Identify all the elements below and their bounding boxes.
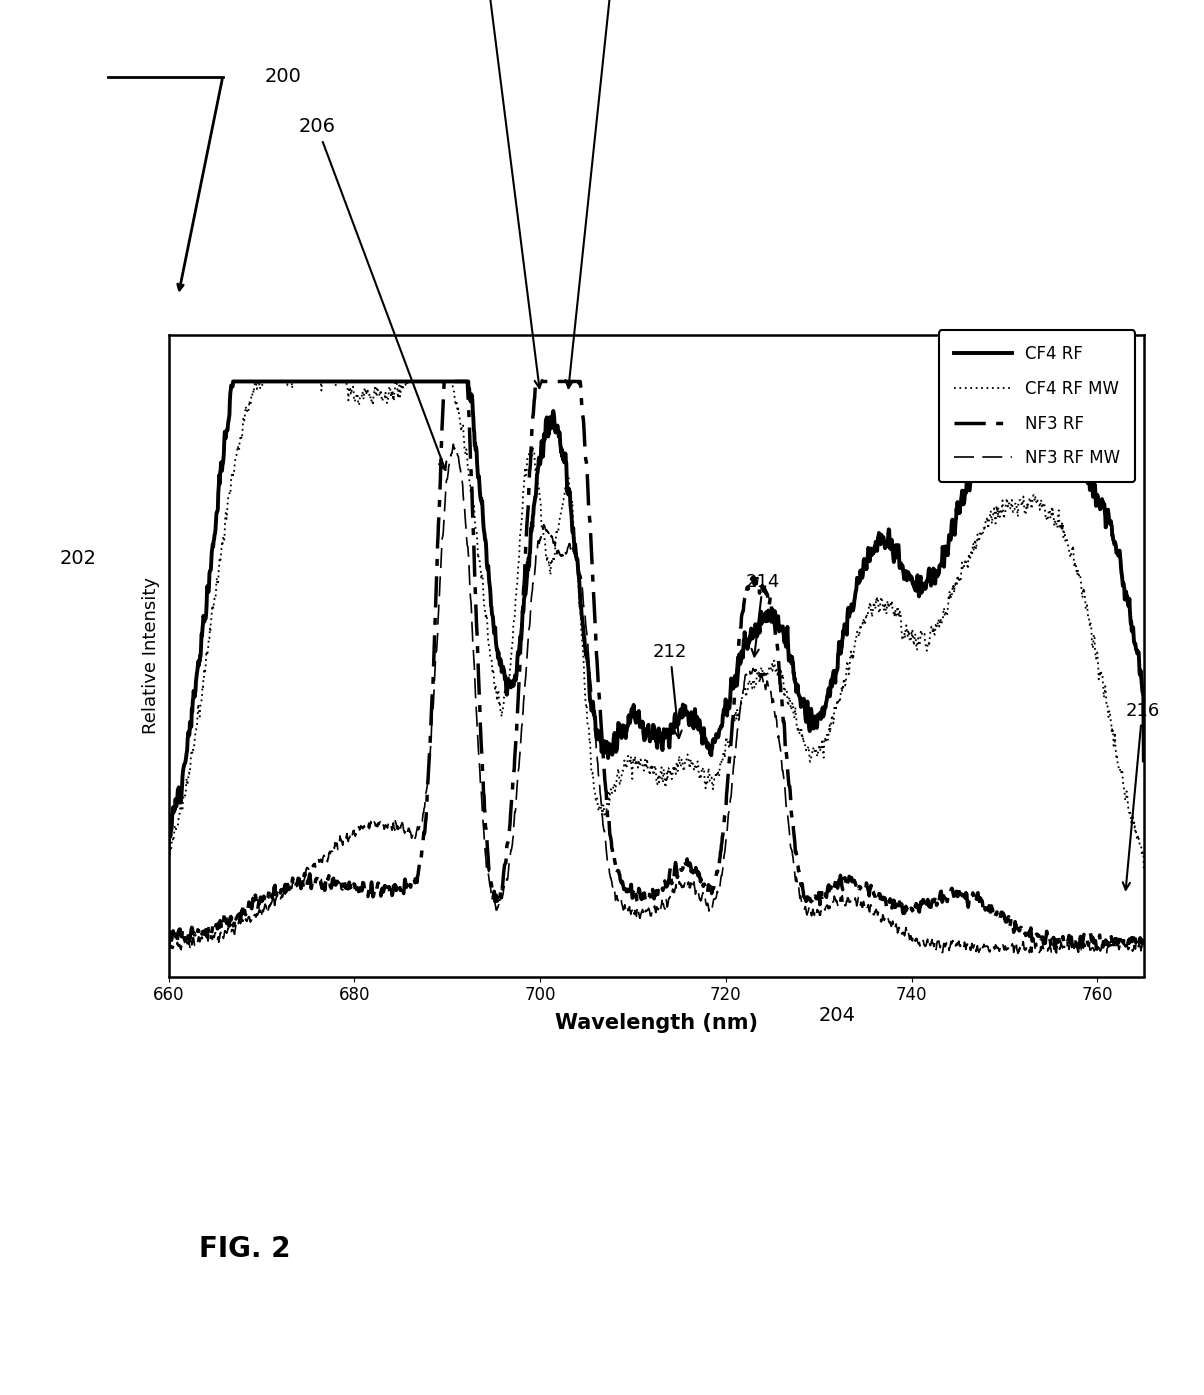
Text: 204: 204 bbox=[819, 1006, 855, 1025]
X-axis label: Wavelength (nm): Wavelength (nm) bbox=[555, 1013, 757, 1032]
Text: 208: 208 bbox=[466, 0, 542, 388]
Text: 202: 202 bbox=[60, 548, 96, 568]
Y-axis label: Relative Intensity: Relative Intensity bbox=[142, 578, 160, 734]
Text: 206: 206 bbox=[299, 117, 447, 470]
Text: 212: 212 bbox=[653, 643, 687, 738]
Text: FIG. 2: FIG. 2 bbox=[199, 1235, 290, 1262]
Text: 216: 216 bbox=[1123, 702, 1159, 890]
Text: 200: 200 bbox=[265, 67, 302, 86]
Text: 214: 214 bbox=[745, 573, 780, 657]
Legend: CF4 RF, CF4 RF MW, NF3 RF, NF3 RF MW: CF4 RF, CF4 RF MW, NF3 RF, NF3 RF MW bbox=[939, 331, 1135, 483]
Text: 210: 210 bbox=[566, 0, 651, 388]
